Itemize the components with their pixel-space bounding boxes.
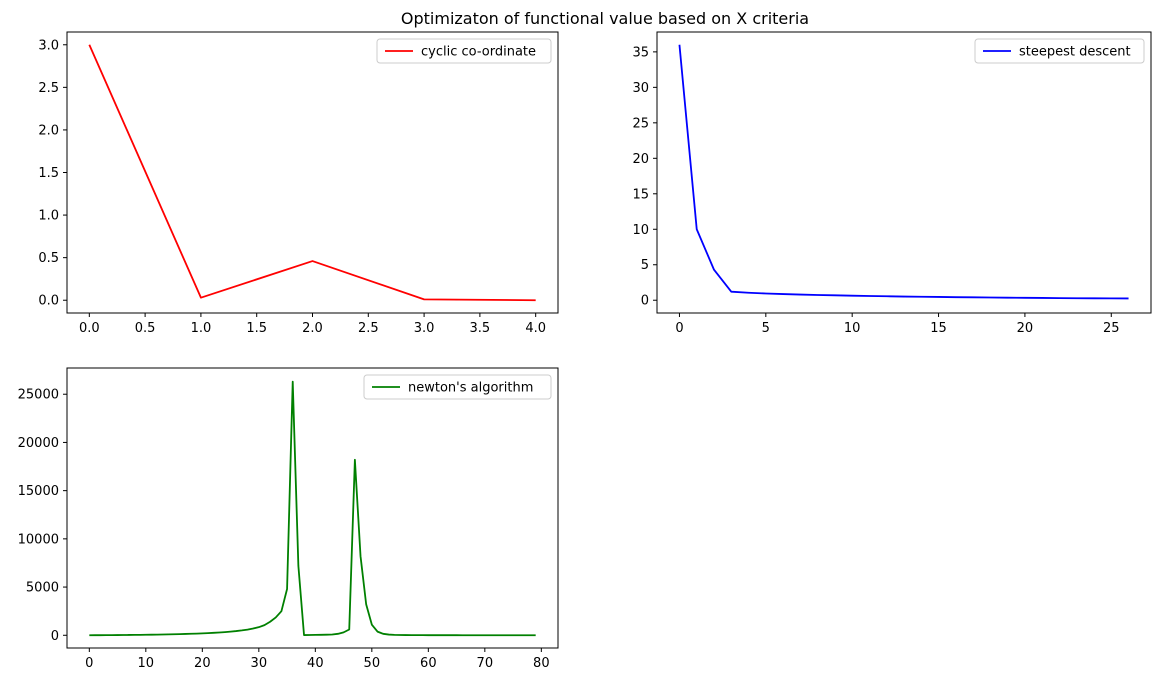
cyclic-y-tick-label: 2.0 [38,123,59,138]
cyclic-x-tick-label: 1.5 [246,321,267,336]
steepest-x-tick-label: 10 [844,321,861,336]
newton-x-tick-label: 80 [533,656,550,671]
steepest-y-tick-label: 5 [641,258,649,273]
cyclic-x-tick-label: 2.5 [358,321,379,336]
steepest-y-tick-label: 35 [632,45,649,60]
figure-title: Optimizaton of functional value based on… [401,9,809,28]
cyclic-x-tick-label: 4.0 [525,321,546,336]
cyclic-y-tick-label: 3.0 [38,38,59,53]
newton-y-tick-label: 25000 [18,388,59,403]
cyclic-y-tick-label: 0.5 [38,251,59,266]
steepest-y-tick-label: 20 [632,152,649,167]
steepest-legend-box [974,38,1145,64]
steepest-y-tick-label: 15 [632,187,649,202]
steepest-x-tick-label: 15 [930,321,947,336]
cyclic-legend-box [376,38,552,64]
cyclic-series-line-0 [88,44,536,302]
newton-x-tick-label: 60 [420,656,437,671]
steepest-legend: steepest descent [974,38,1145,64]
cyclic-x-tick-label: 2.0 [302,321,323,336]
steepest-x-tick-label: 25 [1103,321,1120,336]
newton-legend-box [363,374,552,400]
newton-y-tick-label: 0 [51,629,59,644]
steepest-legend-label: steepest descent [1019,45,1131,60]
cyclic-x-tick-label: 3.5 [470,321,491,336]
newton-series-line-0 [89,380,536,637]
cyclic-y-tick-label: 1.0 [38,209,59,224]
steepest-y-tick-label: 10 [632,223,649,238]
cyclic-legend-label: cyclic co-ordinate [421,45,536,60]
cyclic-axes-frame [66,31,559,314]
newton-legend: newton's algorithm [363,374,552,400]
steepest-y-tick-label: 30 [632,81,649,96]
newton-y-tick-label: 15000 [18,484,59,499]
newton-legend-label: newton's algorithm [408,381,533,396]
newton-x-tick-label: 70 [477,656,494,671]
newton-x-tick-label: 50 [364,656,381,671]
steepest-x-tick-label: 5 [762,321,770,336]
steepest-y-tick-label: 0 [641,294,649,309]
steepest-axes-frame [656,31,1152,314]
newton-axes-frame [66,367,559,649]
cyclic-coordinate-plot: 0.0 0.5 1.0 1.5 2.0 2.5 3.0 3.5 4.0 0.0 0.5 1.0 1.5 2… [38,31,559,336]
newton-x-tick-label: 0 [85,656,93,671]
steepest-series-line-0 [678,44,1129,300]
cyclic-y-tick-label: 0.0 [38,294,59,309]
cyclic-x-tick-label: 0.5 [135,321,156,336]
newton-x-tick-label: 40 [307,656,324,671]
cyclic-x-tick-label: 3.0 [414,321,435,336]
steepest-y-tick-label: 25 [632,116,649,131]
newton-y-tick-label: 20000 [18,436,59,451]
newtons-algorithm-plot: 0 10 20 30 40 50 60 70 80 0 5000 10000 15000 20000 250… [18,367,559,671]
steepest-x-tick-label: 0 [675,321,683,336]
newton-x-tick-label: 20 [194,656,211,671]
newton-y-tick-label: 5000 [26,581,59,596]
steepest-x-tick-label: 20 [1017,321,1034,336]
cyclic-y-tick-label: 2.5 [38,81,59,96]
newton-x-tick-label: 30 [251,656,268,671]
newton-x-tick-label: 10 [138,656,155,671]
cyclic-y-tick-label: 1.5 [38,166,59,181]
cyclic-x-tick-label: 1.0 [191,321,212,336]
cyclic-x-tick-label: 0.0 [79,321,100,336]
cyclic-legend: cyclic co-ordinate [376,38,552,64]
steepest-descent-plot: 0 5 10 15 20 25 0 5 10 15 20 25 30 35 steepest descent [632,31,1152,336]
newton-y-tick-label: 10000 [18,532,59,547]
